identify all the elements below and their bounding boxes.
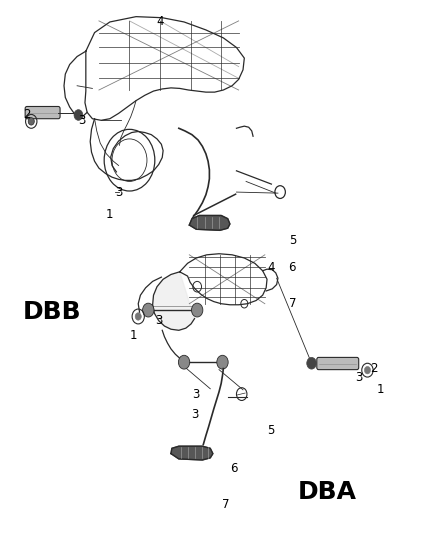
Circle shape [28, 118, 34, 125]
Circle shape [217, 356, 228, 369]
Circle shape [307, 358, 316, 369]
Text: 1: 1 [105, 208, 113, 221]
Text: 7: 7 [222, 498, 230, 511]
Text: 2: 2 [23, 109, 31, 122]
Text: 2: 2 [370, 362, 378, 375]
Polygon shape [171, 446, 213, 460]
Polygon shape [152, 272, 194, 330]
Text: 3: 3 [78, 115, 85, 127]
Text: 6: 6 [289, 261, 296, 274]
Circle shape [191, 303, 203, 317]
Circle shape [178, 356, 190, 369]
Text: 3: 3 [191, 408, 198, 421]
Circle shape [74, 110, 83, 120]
FancyBboxPatch shape [317, 358, 359, 369]
Circle shape [135, 313, 141, 320]
Polygon shape [189, 215, 230, 230]
Text: 6: 6 [230, 462, 237, 475]
Text: 4: 4 [268, 261, 275, 274]
FancyBboxPatch shape [25, 107, 60, 119]
Text: DBB: DBB [22, 300, 81, 324]
Text: 5: 5 [290, 235, 297, 247]
Text: 5: 5 [267, 424, 274, 437]
Text: 3: 3 [155, 314, 162, 327]
Text: 1: 1 [130, 329, 138, 342]
Text: 7: 7 [290, 297, 297, 310]
Text: 4: 4 [156, 15, 164, 28]
Text: 1: 1 [377, 383, 384, 397]
Circle shape [143, 303, 154, 317]
Text: 3: 3 [193, 387, 200, 401]
Text: DBA: DBA [297, 480, 357, 504]
Text: 3: 3 [115, 185, 122, 199]
Text: 3: 3 [355, 370, 362, 384]
Circle shape [364, 367, 371, 374]
